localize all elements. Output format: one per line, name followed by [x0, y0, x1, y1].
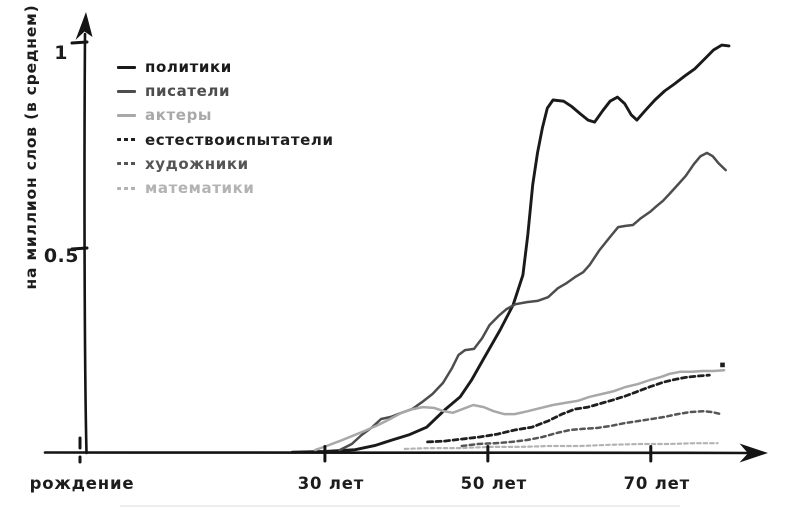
series-endpoint-dot-naturalists	[720, 362, 725, 368]
legend-label-mathematicians: математики	[145, 179, 255, 198]
y-tick-1	[70, 40, 89, 45]
y-axis-title: на миллион слов (в среднем)	[22, 5, 40, 290]
legend-item-actors: актеры	[117, 103, 334, 127]
x-tick-label-30: 30 лет	[298, 474, 364, 493]
legend-item-mathematicians: математики	[117, 176, 334, 200]
legend-swatch-writers-line-icon	[117, 89, 136, 93]
legend-label-actors: актеры	[145, 106, 213, 125]
legend-swatch-mathematicians-dashed-line-icon	[117, 186, 136, 190]
y-tick-0_5	[70, 246, 89, 251]
x-axis-arrow-icon	[739, 443, 768, 463]
legend-item-writers: писатели	[117, 79, 334, 103]
legend-item-politicians: политики	[117, 55, 334, 79]
legend-swatch-actors-line-icon	[117, 113, 136, 117]
series-line-mathematicians	[403, 442, 719, 450]
legend-label-artists: художники	[145, 154, 249, 173]
legend-swatch-naturalists-dashed-line-icon	[117, 138, 136, 142]
x-tick-label-70: 70 лет	[624, 474, 690, 493]
x-ticks: 30 лет 50 лет 70 лет	[298, 445, 690, 493]
scan-artifact-line	[120, 505, 680, 507]
legend-label-politicians: политики	[145, 58, 232, 77]
series-line-writers	[338, 151, 727, 452]
legend-label-naturalists: естествоиспытатели	[145, 130, 334, 149]
legend-item-artists: художники	[117, 152, 334, 176]
x-axis-line	[43, 451, 751, 455]
x-origin-label: рождение	[30, 474, 135, 493]
legend-swatch-artists-dashed-line-icon	[117, 162, 136, 166]
series-line-actors	[313, 368, 726, 452]
series-line-naturalists	[426, 373, 711, 444]
y-tick-label-1: 1	[54, 42, 68, 64]
legend-item-naturalists: естествоиспытатели	[117, 128, 334, 152]
series-layer	[290, 43, 731, 454]
legend: политики писатели актеры естествоиспытат…	[117, 55, 334, 200]
x-axis: 30 лет 50 лет 70 лет рождение	[30, 436, 768, 493]
legend-swatch-politicians-line-icon	[117, 65, 136, 69]
y-axis: 1 0.5 на миллион слов (в среднем)	[22, 5, 93, 455]
series-line-politicians	[290, 43, 731, 454]
x-tick-label-50: 50 лет	[461, 474, 527, 493]
y-tick-label-0_5: 0.5	[44, 245, 79, 267]
y-axis-arrow-icon	[75, 12, 93, 40]
series-line-artists	[460, 409, 723, 448]
y-axis-line	[83, 32, 88, 455]
legend-label-writers: писатели	[145, 82, 231, 101]
